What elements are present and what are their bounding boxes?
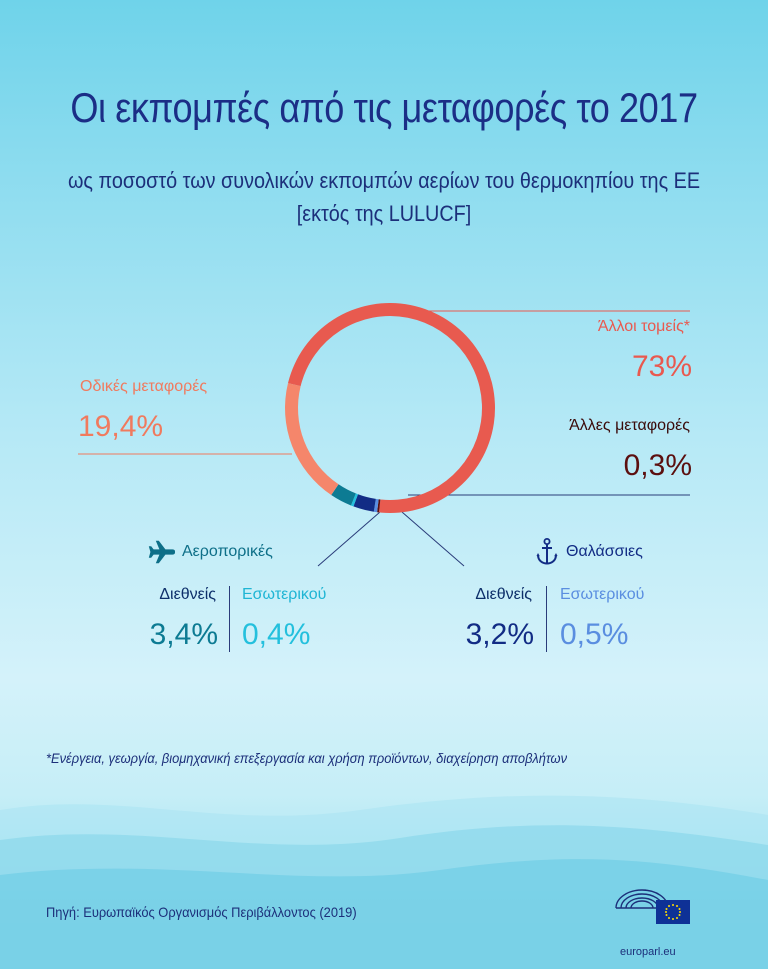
- page-title: Οι εκπομπές από τις μεταφορές το 2017: [70, 84, 698, 131]
- aviation-dom-value: 0,4%: [242, 618, 311, 651]
- leader-lines: [78, 310, 690, 567]
- maritime-intl-name: Διεθνείς: [475, 586, 532, 603]
- label-other-sectors-name: Άλλοι τομείς*: [597, 318, 690, 335]
- donut-slice: [377, 499, 381, 513]
- maritime-dom-value: 0,5%: [560, 618, 629, 651]
- anchor-icon: [536, 538, 558, 566]
- leader-line: [317, 511, 381, 567]
- donut-slice: [285, 383, 339, 496]
- logo-caption[interactable]: europarl.eu: [620, 946, 676, 958]
- leader-line: [401, 511, 465, 567]
- parliament-logo[interactable]: [612, 880, 692, 940]
- maritime-intl-value: 3,2%: [465, 618, 534, 651]
- aviation-divider: [229, 586, 230, 652]
- footnote: *Ενέργεια, γεωργία, βιομηχανική επεξεργα…: [46, 750, 568, 766]
- label-road-value: 19,4%: [78, 410, 164, 443]
- subtitle-line-2: [εκτός της LULUCF]: [296, 201, 472, 226]
- donut-slice: [331, 484, 356, 506]
- aviation-intl-name: Διεθνείς: [159, 586, 216, 603]
- subtitle-line-1: ως ποσοστό των συνολικών εκπομπών αερίων…: [67, 168, 701, 193]
- maritime-group-label: Θαλάσσιες: [566, 543, 643, 560]
- donut-slice: [353, 494, 376, 512]
- maritime-divider: [546, 586, 547, 652]
- airplane-icon: [148, 540, 176, 564]
- maritime-dom-name: Εσωτερικού: [560, 586, 645, 603]
- donut-slices: [285, 303, 496, 514]
- aviation-dom-name: Εσωτερικού: [242, 586, 327, 603]
- label-other-transport-value: 0,3%: [623, 449, 692, 482]
- wave-shape: [0, 859, 768, 969]
- donut-slice: [373, 498, 379, 513]
- source-note: Πηγή: Ευρωπαϊκός Οργανισμός Περιβάλλοντο…: [46, 904, 357, 920]
- page-subtitle: ως ποσοστό των συνολικών εκπομπών αερίων…: [38, 164, 729, 230]
- label-road-name: Οδικές μεταφορές: [80, 378, 208, 395]
- label-other-sectors-value: 73%: [631, 350, 692, 383]
- donut-slice: [350, 493, 358, 507]
- aviation-group-label: Αεροπορικές: [182, 543, 273, 560]
- label-other-transport-name: Άλλες μεταφορές: [569, 417, 690, 434]
- aviation-intl-value: 3,4%: [149, 618, 218, 651]
